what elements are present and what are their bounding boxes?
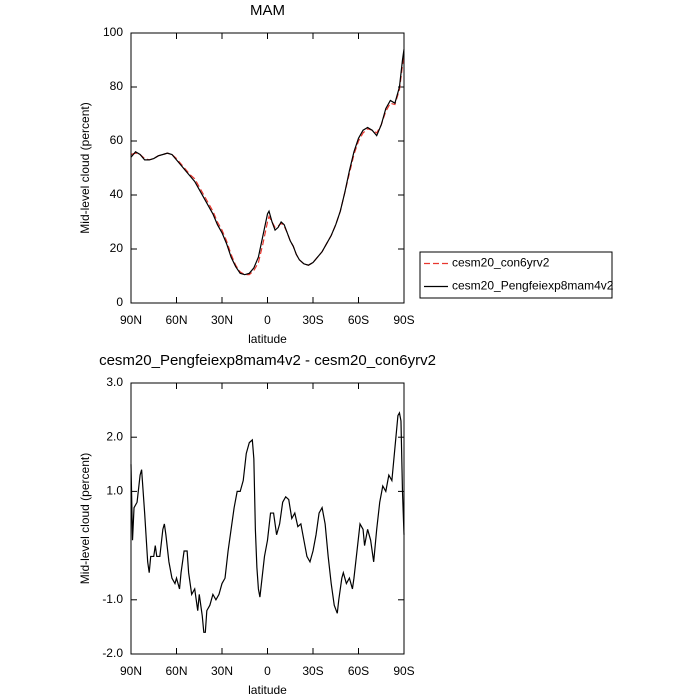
x-tick-label: 60N <box>165 313 187 327</box>
x-tick-label: 60S <box>348 664 369 678</box>
y-tick-label: 0 <box>116 295 123 309</box>
legend-box <box>419 251 613 299</box>
x-axis-label: latitude <box>248 683 287 697</box>
y-tick-label: 60 <box>110 133 124 147</box>
plot-frame <box>130 32 405 304</box>
x-tick-label: 90S <box>393 664 414 678</box>
x-tick-label: 0 <box>264 313 271 327</box>
y-tick-label: 3.0 <box>106 375 123 389</box>
y-tick-label: -1.0 <box>102 592 123 606</box>
y-tick-label: 2.0 <box>106 429 123 443</box>
legend-label: cesm20_Pengfeiexp8mam4v2 <box>452 279 614 293</box>
y-tick-label: 100 <box>103 25 123 39</box>
y-tick-label: 20 <box>110 241 124 255</box>
data-line <box>130 411 405 633</box>
chart-title: cesm20_Pengfeiexp8mam4v2 - cesm20_con6yr… <box>99 352 436 369</box>
x-tick-label: 30S <box>302 664 323 678</box>
x-tick-label: 30N <box>211 664 233 678</box>
y-tick-label: 80 <box>110 79 124 93</box>
x-axis-label: latitude <box>248 332 287 346</box>
chart-title: MAM <box>250 2 285 19</box>
y-axis-label: Mid-level cloud (percent) <box>78 453 92 584</box>
x-tick-label: 90N <box>120 664 142 678</box>
x-tick-label: 30N <box>211 313 233 327</box>
x-tick-label: 30S <box>302 313 323 327</box>
data-line <box>130 49 405 276</box>
plot-frame <box>130 382 405 655</box>
x-tick-label: 90S <box>393 313 414 327</box>
x-tick-label: 60S <box>348 313 369 327</box>
x-tick-label: 0 <box>264 664 271 678</box>
y-tick-label: 40 <box>110 187 124 201</box>
x-tick-label: 90N <box>120 313 142 327</box>
y-tick-label: -2.0 <box>102 646 123 660</box>
x-tick-label: 60N <box>165 664 187 678</box>
data-line <box>130 54 405 276</box>
y-tick-label: 1.0 <box>106 484 123 498</box>
legend-label: cesm20_con6yrv2 <box>452 256 550 270</box>
y-axis-label: Mid-level cloud (percent) <box>78 102 92 233</box>
